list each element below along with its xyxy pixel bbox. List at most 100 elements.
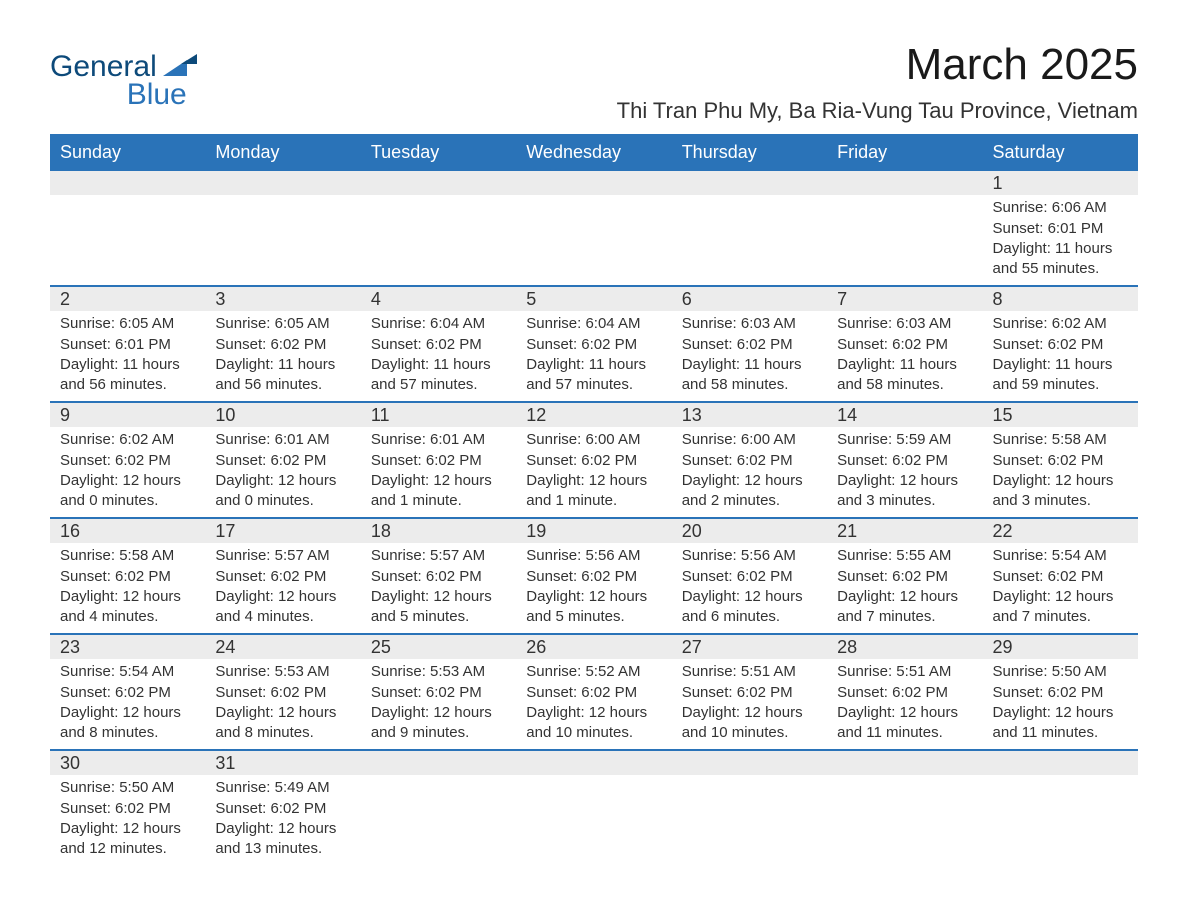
- day-body: Sunrise: 5:49 AMSunset: 6:02 PMDaylight:…: [205, 775, 360, 865]
- sunset-text: Sunset: 6:02 PM: [526, 567, 661, 587]
- day-number: [672, 751, 827, 775]
- day-number: 9: [50, 403, 205, 427]
- calendar-cell: 16Sunrise: 5:58 AMSunset: 6:02 PMDayligh…: [50, 518, 205, 634]
- col-sunday: Sunday: [50, 136, 205, 170]
- day-number: [50, 171, 205, 195]
- daylight-text: Daylight: 12 hours and 10 minutes.: [526, 703, 661, 742]
- day-number: 22: [983, 519, 1138, 543]
- daylight-text: Daylight: 12 hours and 4 minutes.: [215, 587, 350, 626]
- sunrise-text: Sunrise: 6:06 AM: [993, 198, 1128, 218]
- sunrise-text: Sunrise: 5:54 AM: [60, 662, 195, 682]
- sunrise-text: Sunrise: 6:01 AM: [215, 430, 350, 450]
- sunrise-text: Sunrise: 6:03 AM: [682, 314, 817, 334]
- calendar-cell: 11Sunrise: 6:01 AMSunset: 6:02 PMDayligh…: [361, 402, 516, 518]
- sunrise-text: Sunrise: 5:51 AM: [837, 662, 972, 682]
- calendar-cell: [827, 170, 982, 286]
- day-number: 6: [672, 287, 827, 311]
- day-number: 29: [983, 635, 1138, 659]
- day-number: 8: [983, 287, 1138, 311]
- calendar-cell: [516, 750, 671, 865]
- daylight-text: Daylight: 11 hours and 56 minutes.: [60, 355, 195, 394]
- sunrise-text: Sunrise: 5:52 AM: [526, 662, 661, 682]
- sunset-text: Sunset: 6:02 PM: [837, 683, 972, 703]
- day-body: Sunrise: 6:00 AMSunset: 6:02 PMDaylight:…: [672, 427, 827, 517]
- calendar-cell: [516, 170, 671, 286]
- sunrise-text: Sunrise: 5:57 AM: [371, 546, 506, 566]
- calendar-cell: [205, 170, 360, 286]
- day-body: Sunrise: 6:03 AMSunset: 6:02 PMDaylight:…: [672, 311, 827, 401]
- sunrise-text: Sunrise: 5:57 AM: [215, 546, 350, 566]
- daylight-text: Daylight: 11 hours and 57 minutes.: [371, 355, 506, 394]
- day-body: Sunrise: 5:57 AMSunset: 6:02 PMDaylight:…: [205, 543, 360, 633]
- calendar-cell: [361, 750, 516, 865]
- day-body: Sunrise: 5:57 AMSunset: 6:02 PMDaylight:…: [361, 543, 516, 633]
- sunrise-text: Sunrise: 6:01 AM: [371, 430, 506, 450]
- calendar-cell: 13Sunrise: 6:00 AMSunset: 6:02 PMDayligh…: [672, 402, 827, 518]
- day-number: 14: [827, 403, 982, 427]
- daylight-text: Daylight: 11 hours and 58 minutes.: [837, 355, 972, 394]
- sunrise-text: Sunrise: 5:49 AM: [215, 778, 350, 798]
- calendar-cell: [827, 750, 982, 865]
- day-body: Sunrise: 6:02 AMSunset: 6:02 PMDaylight:…: [983, 311, 1138, 401]
- day-number: 2: [50, 287, 205, 311]
- calendar-cell: 12Sunrise: 6:00 AMSunset: 6:02 PMDayligh…: [516, 402, 671, 518]
- calendar-cell: 23Sunrise: 5:54 AMSunset: 6:02 PMDayligh…: [50, 634, 205, 750]
- daylight-text: Daylight: 12 hours and 8 minutes.: [215, 703, 350, 742]
- sunset-text: Sunset: 6:02 PM: [371, 451, 506, 471]
- day-body: Sunrise: 6:02 AMSunset: 6:02 PMDaylight:…: [50, 427, 205, 517]
- sunrise-text: Sunrise: 6:05 AM: [215, 314, 350, 334]
- day-number: 17: [205, 519, 360, 543]
- sunrise-text: Sunrise: 5:54 AM: [993, 546, 1128, 566]
- col-saturday: Saturday: [983, 136, 1138, 170]
- sunset-text: Sunset: 6:02 PM: [60, 799, 195, 819]
- calendar-table: Sunday Monday Tuesday Wednesday Thursday…: [50, 136, 1138, 865]
- calendar-week: 1Sunrise: 6:06 AMSunset: 6:01 PMDaylight…: [50, 170, 1138, 286]
- day-number: [205, 171, 360, 195]
- sunset-text: Sunset: 6:02 PM: [60, 567, 195, 587]
- day-number: 4: [361, 287, 516, 311]
- daylight-text: Daylight: 12 hours and 6 minutes.: [682, 587, 817, 626]
- sunrise-text: Sunrise: 5:56 AM: [526, 546, 661, 566]
- calendar-cell: 4Sunrise: 6:04 AMSunset: 6:02 PMDaylight…: [361, 286, 516, 402]
- calendar-cell: 6Sunrise: 6:03 AMSunset: 6:02 PMDaylight…: [672, 286, 827, 402]
- day-body: Sunrise: 5:56 AMSunset: 6:02 PMDaylight:…: [516, 543, 671, 633]
- day-number: 10: [205, 403, 360, 427]
- day-body: Sunrise: 5:52 AMSunset: 6:02 PMDaylight:…: [516, 659, 671, 749]
- subtitle: Thi Tran Phu My, Ba Ria-Vung Tau Provinc…: [617, 98, 1138, 124]
- day-body: Sunrise: 6:03 AMSunset: 6:02 PMDaylight:…: [827, 311, 982, 401]
- sunrise-text: Sunrise: 6:00 AM: [682, 430, 817, 450]
- sunset-text: Sunset: 6:02 PM: [371, 683, 506, 703]
- day-number: [361, 171, 516, 195]
- sunset-text: Sunset: 6:02 PM: [682, 683, 817, 703]
- daylight-text: Daylight: 12 hours and 0 minutes.: [215, 471, 350, 510]
- calendar-cell: 27 Sunrise: 5:51 AMSunset: 6:02 PMDayligh…: [672, 634, 827, 750]
- daylight-text: Daylight: 11 hours and 55 minutes.: [993, 239, 1128, 278]
- logo-text-bottom: Blue: [50, 78, 197, 112]
- calendar-header-row: Sunday Monday Tuesday Wednesday Thursday…: [50, 136, 1138, 170]
- calendar-cell: 20Sunrise: 5:56 AMSunset: 6:02 PMDayligh…: [672, 518, 827, 634]
- calendar-cell: 30Sunrise: 5:50 AMSunset: 6:02 PMDayligh…: [50, 750, 205, 865]
- day-body: Sunrise: 6:05 AMSunset: 6:01 PMDaylight:…: [50, 311, 205, 401]
- daylight-text: Daylight: 12 hours and 3 minutes.: [993, 471, 1128, 510]
- calendar-cell: 8Sunrise: 6:02 AMSunset: 6:02 PMDaylight…: [983, 286, 1138, 402]
- daylight-text: Daylight: 12 hours and 10 minutes.: [682, 703, 817, 742]
- day-number: [361, 751, 516, 775]
- day-body: Sunrise: 5:50 AMSunset: 6:02 PMDaylight:…: [983, 659, 1138, 749]
- sunset-text: Sunset: 6:02 PM: [371, 335, 506, 355]
- calendar-week: 30Sunrise: 5:50 AMSunset: 6:02 PMDayligh…: [50, 750, 1138, 865]
- day-number: 21: [827, 519, 982, 543]
- day-number: 24: [205, 635, 360, 659]
- calendar-cell: 2Sunrise: 6:05 AMSunset: 6:01 PMDaylight…: [50, 286, 205, 402]
- sunset-text: Sunset: 6:02 PM: [682, 451, 817, 471]
- day-number: 11: [361, 403, 516, 427]
- sunrise-text: Sunrise: 5:51 AM: [682, 662, 817, 682]
- calendar-cell: 7Sunrise: 6:03 AMSunset: 6:02 PMDaylight…: [827, 286, 982, 402]
- daylight-text: Daylight: 11 hours and 56 minutes.: [215, 355, 350, 394]
- day-number: 27: [672, 635, 827, 659]
- calendar-cell: 9Sunrise: 6:02 AMSunset: 6:02 PMDaylight…: [50, 402, 205, 518]
- calendar-cell: 17Sunrise: 5:57 AMSunset: 6:02 PMDayligh…: [205, 518, 360, 634]
- day-body: Sunrise: 5:56 AMSunset: 6:02 PMDaylight:…: [672, 543, 827, 633]
- daylight-text: Daylight: 12 hours and 0 minutes.: [60, 471, 195, 510]
- page-title: March 2025: [617, 40, 1138, 90]
- daylight-text: Daylight: 12 hours and 7 minutes.: [837, 587, 972, 626]
